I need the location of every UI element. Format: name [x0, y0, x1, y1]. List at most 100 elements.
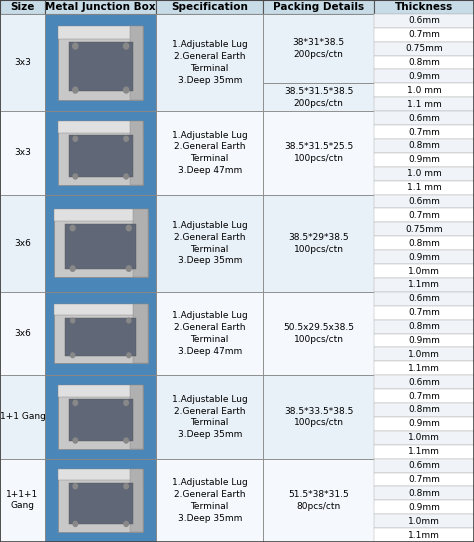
Bar: [0, 459, 45, 542]
Text: 0.8mm: 0.8mm: [408, 141, 440, 151]
Circle shape: [70, 266, 75, 272]
Circle shape: [124, 174, 128, 179]
Bar: [134, 305, 147, 363]
Bar: [58, 385, 143, 449]
Bar: [156, 0, 263, 14]
Circle shape: [73, 87, 78, 93]
Text: 0.8mm: 0.8mm: [408, 405, 440, 415]
Bar: [374, 167, 474, 180]
Circle shape: [124, 401, 128, 405]
Text: 0.8mm: 0.8mm: [408, 58, 440, 67]
Circle shape: [127, 318, 131, 323]
Text: 1.1mm: 1.1mm: [408, 531, 440, 539]
Text: 1.0mm: 1.0mm: [408, 267, 440, 275]
Text: 0.7mm: 0.7mm: [408, 30, 440, 39]
Text: 1.1 mm: 1.1 mm: [407, 183, 442, 192]
Text: 1+1+1
Gang: 1+1+1 Gang: [6, 491, 39, 511]
Text: 1.Adjustable Lug
2.General Earth
Terminal
3.Deep 35mm: 1.Adjustable Lug 2.General Earth Termina…: [172, 478, 247, 522]
Text: 1.1 mm: 1.1 mm: [407, 100, 442, 109]
Text: 0.7mm: 0.7mm: [408, 127, 440, 137]
Bar: [374, 153, 474, 167]
Bar: [45, 111, 156, 195]
Text: 0.7mm: 0.7mm: [408, 391, 440, 401]
Text: 0.8mm: 0.8mm: [408, 238, 440, 248]
Bar: [58, 121, 143, 133]
Text: 0.6mm: 0.6mm: [408, 114, 440, 122]
Text: 0.9mm: 0.9mm: [408, 420, 440, 428]
Text: 0.75mm: 0.75mm: [405, 44, 443, 53]
Bar: [45, 459, 156, 542]
Bar: [374, 83, 474, 97]
Bar: [374, 111, 474, 125]
Text: 0.8mm: 0.8mm: [408, 322, 440, 331]
Bar: [65, 318, 137, 356]
Bar: [374, 14, 474, 28]
Circle shape: [124, 521, 128, 526]
Bar: [374, 431, 474, 445]
Bar: [374, 473, 474, 486]
Text: 3x6: 3x6: [14, 329, 31, 338]
Bar: [374, 389, 474, 403]
Circle shape: [73, 438, 78, 443]
Text: Packing Details: Packing Details: [273, 2, 365, 12]
Circle shape: [73, 521, 78, 526]
Bar: [374, 362, 474, 375]
Text: 0.9mm: 0.9mm: [408, 253, 440, 262]
Text: 0.9mm: 0.9mm: [408, 72, 440, 81]
Text: 51.5*38*31.5
80pcs/ctn: 51.5*38*31.5 80pcs/ctn: [288, 490, 349, 511]
Text: 0.6mm: 0.6mm: [408, 378, 440, 386]
Circle shape: [73, 43, 78, 49]
Bar: [374, 306, 474, 320]
Bar: [374, 236, 474, 250]
Bar: [374, 528, 474, 542]
Bar: [156, 292, 263, 375]
Bar: [54, 209, 147, 222]
Bar: [134, 209, 147, 278]
Bar: [0, 292, 45, 375]
Bar: [0, 0, 45, 14]
Bar: [69, 399, 133, 441]
Bar: [263, 111, 374, 195]
Text: 1.0 mm: 1.0 mm: [407, 169, 442, 178]
Text: 1.1mm: 1.1mm: [408, 364, 440, 373]
Text: 1.0 mm: 1.0 mm: [407, 86, 442, 95]
Bar: [54, 305, 147, 363]
Bar: [45, 375, 156, 459]
Text: 1.1mm: 1.1mm: [408, 280, 440, 289]
Text: 38.5*31.5*38.5
200pcs/ctn: 38.5*31.5*38.5 200pcs/ctn: [284, 87, 354, 108]
Text: Size: Size: [10, 2, 35, 12]
Text: 1.Adjustable Lug
2.General Earth
Terminal
3.Deep 47mm: 1.Adjustable Lug 2.General Earth Termina…: [172, 131, 247, 175]
Text: Metal Junction Box: Metal Junction Box: [46, 2, 156, 12]
Circle shape: [73, 483, 78, 489]
Bar: [263, 292, 374, 375]
Bar: [45, 14, 156, 111]
Text: 0.7mm: 0.7mm: [408, 308, 440, 317]
Bar: [156, 375, 263, 459]
Text: 1.1mm: 1.1mm: [408, 447, 440, 456]
Text: 0.7mm: 0.7mm: [408, 211, 440, 220]
Circle shape: [127, 225, 131, 231]
Bar: [45, 459, 156, 542]
Text: 3x6: 3x6: [14, 238, 31, 248]
Text: 3x3: 3x3: [14, 58, 31, 67]
Text: 38.5*29*38.5
100pcs/ctn: 38.5*29*38.5 100pcs/ctn: [289, 233, 349, 254]
Bar: [374, 320, 474, 333]
Bar: [0, 195, 45, 292]
Text: 0.8mm: 0.8mm: [408, 489, 440, 498]
Bar: [69, 136, 133, 177]
Bar: [263, 0, 374, 14]
Bar: [263, 195, 374, 292]
Text: Thickness: Thickness: [395, 2, 453, 12]
Bar: [58, 469, 143, 532]
Text: 0.9mm: 0.9mm: [408, 503, 440, 512]
Bar: [69, 483, 133, 525]
Circle shape: [124, 438, 128, 443]
Bar: [374, 209, 474, 222]
Text: 0.9mm: 0.9mm: [408, 336, 440, 345]
Bar: [156, 14, 263, 111]
Bar: [45, 375, 156, 459]
Text: 1.Adjustable Lug
2.General Earth
Terminal
3.Deep 35mm: 1.Adjustable Lug 2.General Earth Termina…: [172, 40, 247, 85]
Text: 1.Adjustable Lug
2.General Earth
Terminal
3.Deep 35mm: 1.Adjustable Lug 2.General Earth Termina…: [172, 221, 247, 266]
Bar: [130, 121, 143, 185]
Bar: [374, 278, 474, 292]
